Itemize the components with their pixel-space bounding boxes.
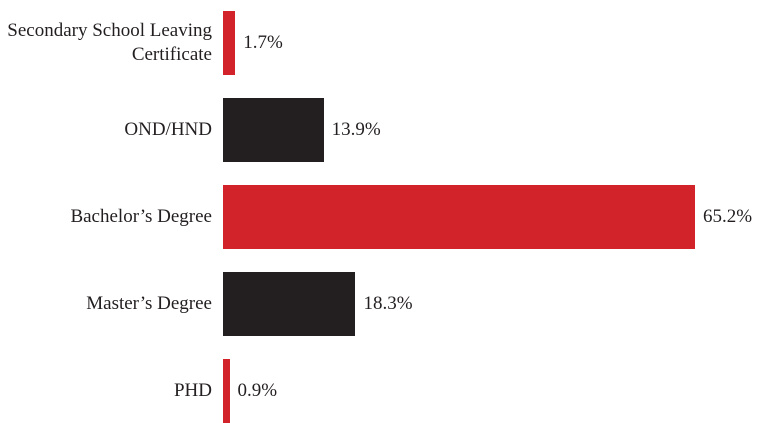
value-label: 1.7%	[243, 32, 283, 53]
category-label: Bachelor’s Degree	[70, 206, 212, 227]
value-label: 0.9%	[237, 380, 278, 401]
bar	[223, 185, 695, 249]
bar	[223, 98, 324, 162]
category-label: PHD	[173, 380, 212, 401]
category-label: Master’s Degree	[86, 293, 212, 314]
value-label: 13.9%	[331, 119, 381, 140]
bar	[223, 11, 236, 75]
bar	[223, 359, 230, 423]
category-label: Secondary School Leaving Certificate	[7, 20, 212, 65]
bar	[223, 272, 356, 336]
category-label: OND/HND	[124, 119, 212, 140]
value-label: 18.3%	[363, 293, 413, 314]
value-label: 65.2%	[703, 206, 753, 227]
